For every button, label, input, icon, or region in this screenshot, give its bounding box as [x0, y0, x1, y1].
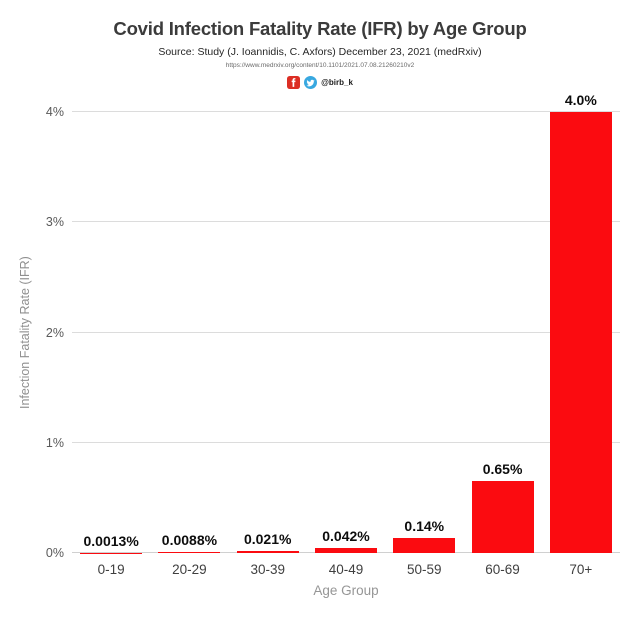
bar-20-29	[158, 552, 221, 553]
x-tick-label-70+: 70+	[569, 562, 593, 577]
bar-50-59	[393, 537, 456, 553]
value-label-50-59: 0.14%	[404, 517, 445, 534]
value-label-60-69: 0.65%	[482, 461, 523, 478]
bar-slot-30-39: 0.021% 30-39	[229, 112, 307, 577]
x-tick-label-0-19: 0-19	[97, 562, 125, 577]
bar-slot-20-29: 0.0088% 20-29	[150, 112, 228, 577]
y-tick-label-3%: 3%	[45, 215, 64, 230]
y-axis-title: Infection Fatality Rate (IFR)	[18, 256, 32, 409]
social-row: @birb_k	[0, 76, 640, 89]
x-axis-title: Age Group	[313, 583, 379, 598]
gridline-4%	[72, 111, 620, 112]
chart-header: Covid Infection Fatality Rate (IFR) by A…	[0, 0, 640, 89]
twitter-icon	[304, 76, 318, 89]
social-handle: @birb_k	[321, 78, 353, 87]
x-tick-label-60-69: 60-69	[485, 562, 520, 577]
bar-70+	[549, 112, 612, 553]
bar-slot-40-49: 0.042% 40-49	[307, 112, 385, 577]
bar-40-49	[314, 548, 377, 553]
x-tick-label-50-59: 50-59	[407, 562, 442, 577]
value-label-70+: 4.0%	[564, 92, 597, 108]
x-tick-label-40-49: 40-49	[328, 562, 364, 577]
bar-slot-60-69: 0.65% 60-69	[463, 112, 541, 577]
y-tick-label-0%: 0%	[45, 546, 64, 560]
bar-60-69	[471, 481, 534, 553]
chart-subtitle: Source: Study (J. Ioannidis, C. Axfors) …	[158, 46, 482, 58]
bar-30-39	[236, 550, 299, 553]
gridline-3%	[72, 221, 620, 223]
chart-title: Covid Infection Fatality Rate (IFR) by A…	[113, 18, 527, 39]
facebook-icon	[287, 76, 301, 89]
y-tick-label-2%: 2%	[45, 325, 64, 340]
bars-row: 0.0013% 0-19 0.0088% 20-29 0.021% 30-39 0.042%…	[72, 92, 620, 577]
value-label-0-19: 0.0013%	[83, 532, 139, 549]
plot-area: Infection Fatality Rate (IFR) 0.0013% 0-1…	[18, 92, 620, 598]
gridline-1%	[72, 441, 620, 443]
value-label-40-49: 0.042%	[322, 528, 370, 545]
gridline-2%	[72, 331, 620, 333]
y-tick-label-1%: 1%	[45, 435, 64, 450]
bar-slot-70+: 4.0% 70+	[542, 92, 620, 577]
x-tick-label-30-39: 30-39	[250, 562, 285, 577]
chart-source-url: https://www.medrxiv.org/content/10.1101/…	[225, 62, 415, 69]
value-label-30-39: 0.021%	[243, 530, 292, 547]
value-label-20-29: 0.0088%	[161, 532, 218, 549]
bar-slot-0-19: 0.0013% 0-19	[72, 112, 150, 577]
bar-slot-50-59: 0.14% 50-59	[385, 112, 463, 577]
x-tick-label-20-29: 20-29	[172, 562, 207, 577]
y-tick-label-4%: 4%	[45, 105, 64, 119]
